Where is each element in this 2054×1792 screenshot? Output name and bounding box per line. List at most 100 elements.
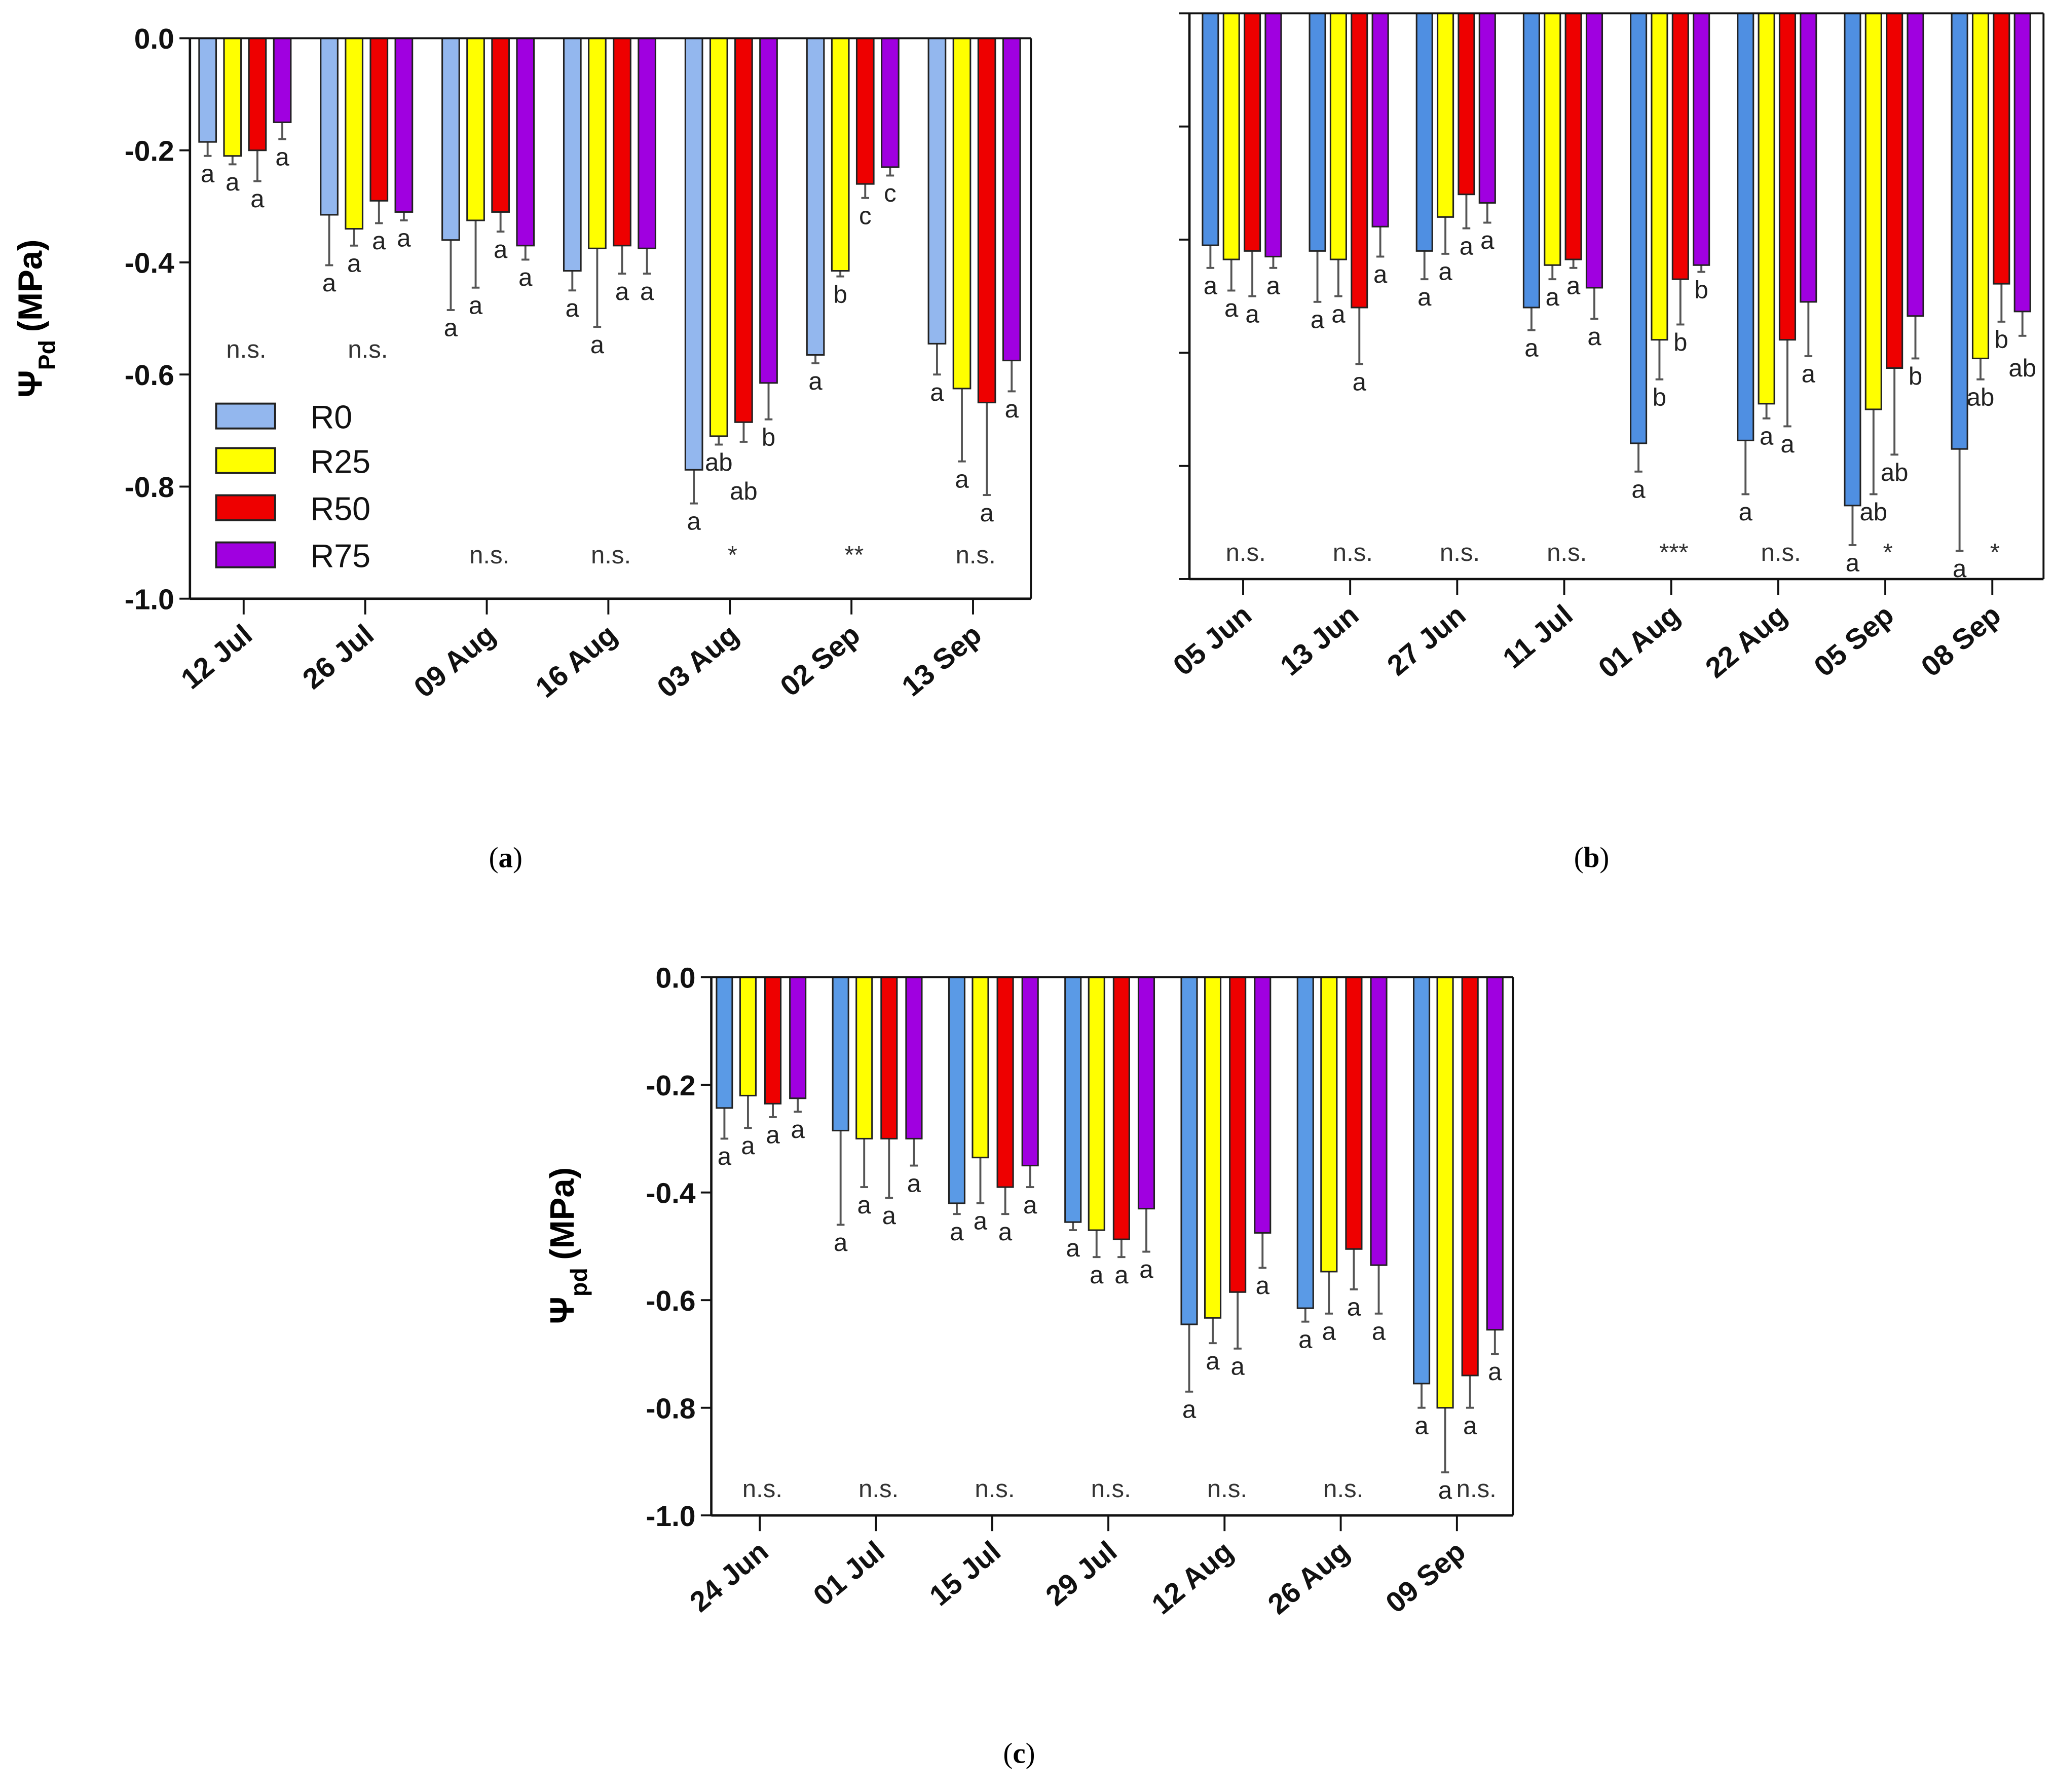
x-tick-label: 13 Sep: [896, 619, 988, 703]
bar-r75: [1907, 12, 1924, 317]
bar-r75: [394, 37, 414, 213]
significance-letter: a: [974, 1208, 988, 1235]
bar-r75: [759, 37, 778, 384]
bar-r25: [1971, 12, 1990, 360]
significance-letter: a: [882, 1202, 897, 1230]
bar-r25: [855, 976, 873, 1140]
significance-label: n.s.: [1761, 539, 1801, 566]
bar-r25: [1864, 12, 1882, 410]
bar-r25: [972, 976, 989, 1159]
x-tick-label: 26 Jul: [297, 619, 380, 696]
y-tick-label: -0.6: [646, 1285, 696, 1317]
caption-paren: (: [489, 842, 499, 874]
bar-r25: [1204, 976, 1222, 1319]
y-tick-label: -0.8: [125, 472, 174, 504]
bar-r50: [1229, 976, 1247, 1293]
significance-letter: b: [1995, 326, 2008, 354]
bar-r50: [1461, 976, 1479, 1377]
bar-r0: [1630, 12, 1648, 444]
significance-letter: b: [1909, 363, 1922, 390]
significance-letter: a: [1566, 273, 1581, 300]
significance-letter: a: [1760, 423, 1774, 450]
x-tick-label: 03 Aug: [651, 619, 744, 704]
bar-r25: [1758, 12, 1775, 405]
significance-letter: ab: [2008, 355, 2036, 382]
bar-r25: [1651, 12, 1668, 341]
bar-r0: [441, 37, 460, 241]
bar-r50: [613, 37, 631, 247]
bar-r25: [831, 37, 850, 272]
bar-r25: [466, 37, 485, 221]
significance-letter: a: [1780, 431, 1795, 458]
significance-letter: a: [1587, 323, 1601, 351]
bar-r75: [1370, 976, 1388, 1266]
x-tick-label: 29 Jul: [1040, 1535, 1123, 1612]
significance-letter: ab: [1859, 499, 1887, 526]
significance-letter: a: [1438, 1477, 1452, 1504]
significance-letter: b: [1653, 384, 1666, 411]
bar-r0: [716, 976, 733, 1109]
significance-letter: a: [1005, 396, 1019, 423]
x-tick-label: 05 Sep: [1808, 599, 1900, 683]
bar-r75: [638, 37, 656, 249]
panel-caption: (b): [1574, 842, 1609, 874]
significance-letter: a: [1090, 1262, 1104, 1289]
significance-letter: a: [1846, 550, 1860, 577]
x-tick-label: 24 Jun: [684, 1535, 774, 1618]
bar-r0: [1180, 976, 1198, 1325]
y-tick-label: -0.4: [646, 1177, 696, 1209]
legend-swatch-r25: [215, 447, 276, 474]
bar-r75: [1021, 976, 1039, 1167]
significance-letter: a: [1266, 273, 1281, 300]
significance-letter: a: [1224, 295, 1239, 322]
bar-r0: [1951, 12, 1968, 450]
significance-letter: a: [1480, 227, 1495, 254]
significance-label: n.s.: [1333, 539, 1373, 566]
bar-r50: [996, 976, 1014, 1188]
legend-swatch-r50: [215, 494, 276, 521]
significance-label: n.s.: [1207, 1475, 1247, 1503]
y-label-symbol: Ψ: [12, 370, 50, 397]
significance-letter: ab: [705, 449, 733, 476]
y-tick-label: -0.2: [646, 1070, 696, 1102]
bar-r75: [2013, 12, 2031, 313]
significance-letter: a: [469, 292, 483, 319]
legend-swatch-r75: [215, 541, 276, 568]
x-tick-label: 08 Sep: [1915, 599, 2007, 683]
caption-paren: (: [1003, 1738, 1013, 1770]
bar-r25: [1088, 976, 1105, 1231]
significance-letter: a: [590, 331, 605, 359]
significance-letter: a: [1204, 273, 1218, 300]
bar-r50: [734, 37, 753, 423]
bar-r50: [1993, 12, 2010, 285]
significance-letter: a: [1182, 1396, 1197, 1423]
bar-r50: [1351, 12, 1368, 309]
bar-r75: [789, 976, 807, 1099]
bar-r75: [905, 976, 923, 1140]
y-label-subscript: pd: [566, 1268, 592, 1297]
y-tick-label: -1.0: [125, 584, 174, 616]
significance-label: **: [844, 542, 864, 569]
bar-r0: [832, 976, 849, 1132]
bar-r0: [320, 37, 339, 216]
y-tick-label: 0.0: [134, 23, 174, 55]
significance-letter: ab: [1881, 459, 1909, 486]
bar-r50: [1671, 12, 1689, 280]
bar-r25: [1222, 12, 1240, 260]
significance-label: n.s.: [591, 542, 631, 569]
significance-letter: c: [859, 202, 872, 230]
caption-letter: c: [1013, 1738, 1025, 1770]
significance-letter: a: [518, 264, 533, 291]
panel-caption: (c): [1003, 1738, 1035, 1770]
significance-label: n.s.: [348, 336, 388, 363]
x-tick-label: 22 Aug: [1700, 599, 1793, 684]
bar-r50: [369, 37, 389, 202]
bar-r0: [198, 37, 217, 143]
bar-r0: [1412, 976, 1431, 1385]
significance-letter: a: [1546, 284, 1560, 311]
bar-r0: [806, 37, 825, 356]
bar-r75: [1693, 12, 1710, 266]
significance-letter: a: [201, 160, 215, 187]
